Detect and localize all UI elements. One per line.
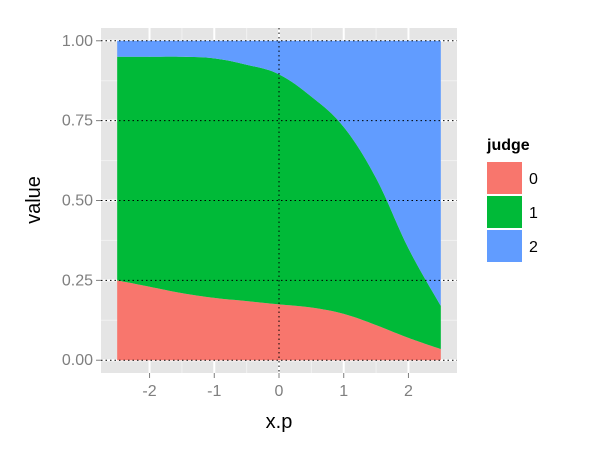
legend-swatch-2 — [487, 230, 522, 262]
legend-swatch-1 — [487, 196, 522, 228]
area-series-1 — [117, 56, 441, 350]
y-tick-label: 0.75 — [62, 113, 93, 130]
legend-label-2: 2 — [529, 239, 538, 256]
y-tick-label: 0.00 — [62, 352, 93, 369]
legend: judge 0 1 2 — [486, 137, 538, 263]
y-axis-title: value — [23, 176, 45, 224]
y-axis: 0.00 0.25 0.50 0.75 1.00 — [62, 33, 101, 369]
x-tick-label: -2 — [142, 383, 156, 400]
y-tick-label: 1.00 — [62, 33, 93, 50]
legend-label-1: 1 — [529, 205, 538, 222]
dotted-gridlines — [101, 28, 457, 373]
x-axis-title: x.p — [266, 411, 293, 433]
x-tick-label: 1 — [339, 383, 348, 400]
x-tick-label: -1 — [207, 383, 221, 400]
area-series-0 — [117, 280, 441, 361]
legend-swatch-0 — [487, 162, 522, 194]
legend-label-0: 0 — [529, 171, 538, 188]
legend-title: judge — [486, 137, 530, 154]
y-tick-label: 0.50 — [62, 193, 93, 210]
x-axis: -2 -1 0 1 2 — [142, 373, 413, 400]
stacked-areas — [117, 40, 441, 361]
x-tick-label: 2 — [404, 383, 413, 400]
area-series-2 — [117, 40, 441, 306]
y-tick-label: 0.25 — [62, 272, 93, 289]
x-tick-label: 0 — [275, 383, 284, 400]
